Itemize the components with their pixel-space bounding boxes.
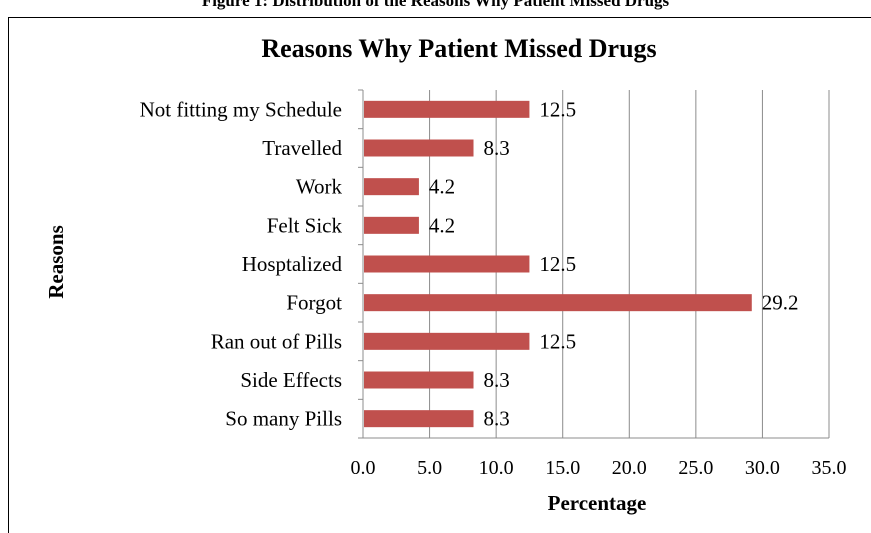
category-label: Hosptalized: [242, 252, 343, 276]
data-label: 8.3: [484, 407, 510, 431]
category-label: Felt Sick: [267, 213, 343, 237]
bar: [364, 371, 474, 389]
y-axis-title: Reasons: [44, 225, 68, 299]
x-tick-label: 10.0: [479, 457, 514, 479]
axes: 0.0 5.0 10.0 15.0 20.0 25.0 30.0 35.0 Not fittin…: [140, 89, 847, 479]
data-label: 29.2: [762, 291, 799, 315]
frame-top-border: [8, 17, 871, 18]
bar: [364, 178, 419, 196]
bar: [364, 139, 474, 157]
category-label: Ran out of Pills: [211, 329, 342, 353]
data-label: 12.5: [539, 329, 576, 353]
data-label: 4.2: [429, 175, 455, 199]
bar: [364, 216, 419, 234]
bar: [364, 255, 530, 273]
category-label: Travelled: [262, 136, 342, 160]
data-label: 12.5: [539, 252, 576, 276]
category-label: Work: [296, 175, 343, 199]
x-tick-label: 15.0: [545, 457, 580, 479]
frame-left-border: [8, 17, 9, 533]
category-label: Not fitting my Schedule: [140, 97, 342, 121]
data-label: 8.3: [484, 136, 510, 160]
x-tick-label: 35.0: [812, 457, 847, 479]
data-label: 8.3: [484, 368, 510, 392]
data-label: 4.2: [429, 213, 455, 237]
bar: [364, 332, 530, 350]
figure-caption: Figure 1: Distribution of the Reasons Wh…: [201, 0, 670, 10]
x-tick-label: 5.0: [417, 457, 442, 479]
bar: [364, 100, 530, 118]
x-tick-label: 30.0: [745, 457, 780, 479]
category-label: So many Pills: [225, 407, 342, 431]
x-tick-label: 25.0: [678, 457, 713, 479]
category-label: Forgot: [286, 291, 342, 315]
data-label: 12.5: [539, 97, 576, 121]
x-axis-title: Percentage: [548, 491, 647, 515]
bars: [364, 100, 752, 428]
bar: [364, 410, 474, 428]
x-tick-label: 0.0: [351, 457, 376, 479]
x-tick-label: 20.0: [612, 457, 647, 479]
chart-title: Reasons Why Patient Missed Drugs: [261, 34, 656, 63]
bar: [364, 294, 752, 312]
category-label: Side Effects: [240, 368, 342, 392]
